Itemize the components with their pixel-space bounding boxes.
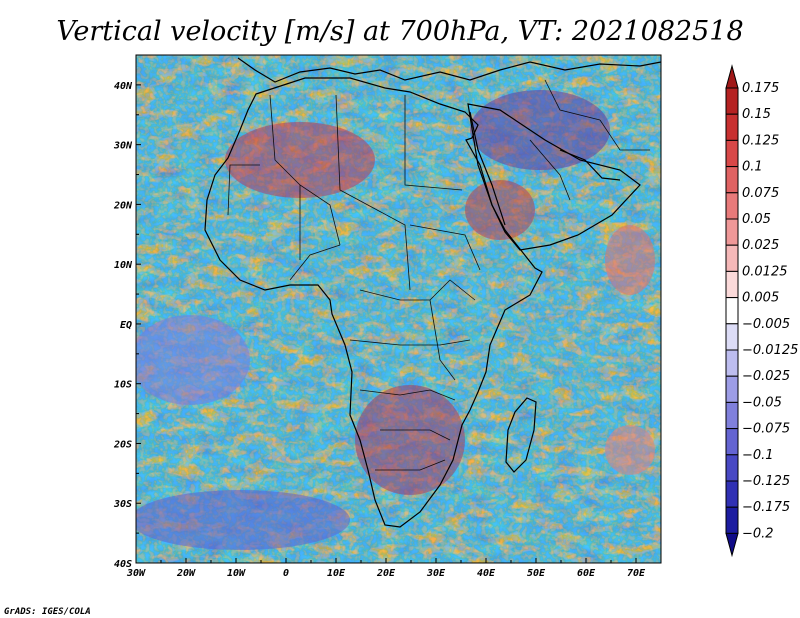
colorbar-segment [725, 480, 739, 508]
colorbar-segment [725, 113, 739, 141]
colorbar-label: −0.1 [742, 448, 774, 463]
colorbar-segment [725, 349, 739, 377]
y-tick-label: 30S [113, 499, 132, 510]
colorbar-label: 0.1 [742, 160, 763, 175]
colorbar: 0.175 0.15 0.125 0.1 0.075 0.05 0.025 0.0125 0.0… [725, 64, 798, 558]
x-axis: 30W 20W 10W 0 10E 20E 30E 40E 50E 60E 70E [126, 558, 646, 579]
colorbar-label: −0.0125 [742, 343, 798, 358]
x-tick-label: 70E [627, 568, 646, 579]
colorbar-segment [725, 87, 739, 115]
colorbar-label: −0.05 [742, 395, 782, 410]
y-tick-label: 20S [113, 439, 132, 450]
colorbar-segment [725, 139, 739, 168]
y-tick-label: 20N [113, 200, 133, 211]
colorbar-segment [725, 401, 739, 430]
colorbar-label: −0.025 [742, 369, 790, 384]
x-tick-label: 20E [376, 568, 396, 579]
y-tick-label: 10N [114, 260, 133, 271]
colorbar-segment [725, 166, 739, 194]
colorbar-label: 0.0125 [742, 264, 788, 279]
colorbar-segment [725, 428, 739, 456]
y-tick-label: 30N [113, 141, 133, 152]
colorbar-segment [725, 375, 739, 403]
grads-credit: GrADS: IGES/COLA [4, 607, 91, 617]
x-tick-label: 30W [126, 568, 146, 579]
colorbar-label: −0.2 [742, 526, 774, 541]
x-tick-label: 10W [227, 568, 246, 579]
colorbar-segment [725, 270, 739, 299]
colorbar-label: −0.005 [742, 317, 790, 332]
strong-signal-regions [136, 90, 655, 550]
madagascar-coastline [505, 397, 537, 473]
colorbar-segment [725, 323, 739, 351]
x-tick-label: 40E [477, 568, 496, 579]
y-tick-label: 40S [114, 559, 132, 570]
colorbar-segment [725, 297, 739, 325]
colorbar-label: 0.15 [742, 107, 771, 122]
red-sea-coastline [469, 111, 506, 226]
colorbar-label: 0.025 [742, 238, 779, 253]
colorbar-label: −0.075 [742, 422, 790, 437]
colorbar-segment [725, 244, 739, 272]
x-tick-label: 50E [527, 568, 546, 579]
map-title: Vertical velocity [m/s] at 700hPa, VT: 2… [56, 16, 743, 47]
arabia-coastline [467, 103, 641, 251]
country-borders [227, 79, 650, 471]
vertical-velocity-field [136, 55, 661, 563]
x-tick-label: 20W [176, 568, 196, 579]
colorbar-label: 0.175 [742, 81, 779, 96]
x-tick-label: 10E [327, 568, 346, 579]
x-tick-label: 0 [283, 568, 289, 579]
colorbar-segment [725, 218, 739, 246]
y-axis: 40N 30N 20N 10N EQ 10S 20S 30S 40S [113, 54, 141, 570]
y-tick-label: 40N [114, 81, 133, 92]
colorbar-label: 0.05 [742, 212, 771, 227]
y-tick-label: EQ [120, 320, 132, 331]
colorbar-segment [725, 192, 739, 220]
colorbar-label: 0.125 [742, 133, 779, 148]
x-tick-label: 60E [577, 568, 596, 579]
colorbar-label: −0.125 [742, 474, 790, 489]
coastlines [204, 57, 661, 528]
persian-gulf-coastline [559, 149, 621, 181]
colorbar-label: −0.175 [742, 500, 790, 515]
colorbar-label: 0.075 [742, 186, 779, 201]
colorbar-label: 0.005 [742, 291, 779, 306]
x-tick-label: 30E [426, 568, 446, 579]
colorbar-segment [725, 454, 739, 482]
map-frame [135, 54, 662, 564]
colorbar-extend-top [725, 64, 739, 89]
y-tick-label: 10S [114, 380, 132, 391]
colorbar-segment [725, 506, 739, 534]
europe-coastline [237, 57, 661, 83]
colorbar-extend-bottom [725, 532, 739, 558]
